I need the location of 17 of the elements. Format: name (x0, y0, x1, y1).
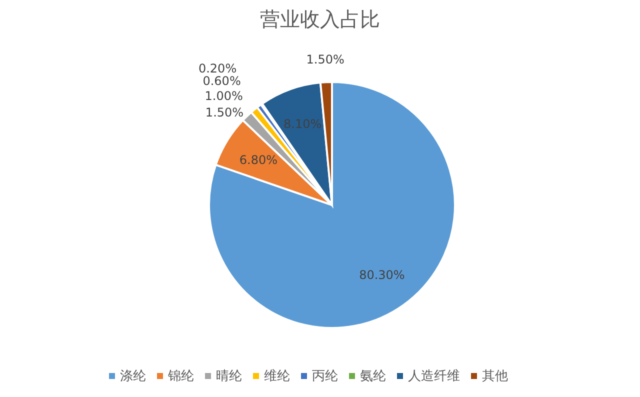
data-label: 8.10% (284, 117, 322, 132)
chart-title: 营业收入占比 (260, 7, 380, 31)
legend-label: 涤纶 (120, 369, 146, 384)
data-label: 0.60% (202, 74, 241, 88)
legend-label: 其他 (482, 369, 508, 384)
data-label: 80.30% (359, 268, 405, 282)
legend-label: 锦纶 (167, 369, 194, 384)
legend-label: 维纶 (264, 369, 290, 384)
data-label: 1.50% (306, 52, 344, 67)
data-label: 6.80% (239, 153, 278, 168)
legend-label: 丙纶 (312, 369, 338, 384)
data-label: 1.50% (205, 106, 244, 120)
data-label: 1.00% (204, 88, 243, 103)
legend-label: 人造纤维 (408, 369, 460, 384)
legend-label: 氨纶 (360, 369, 386, 384)
legend-label: 晴纶 (216, 369, 242, 384)
data-label: 0.20% (198, 61, 237, 76)
